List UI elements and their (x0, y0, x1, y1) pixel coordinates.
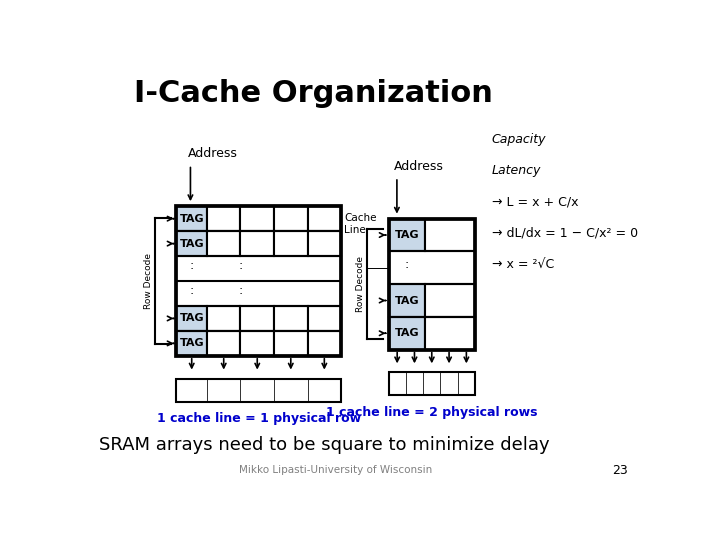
Bar (176, 379, 341, 402)
Bar (207, 206, 240, 231)
Bar (207, 231, 240, 256)
Bar (176, 306, 207, 331)
Bar (307, 231, 341, 256)
Text: TAG: TAG (395, 328, 419, 338)
Bar (240, 231, 274, 256)
Bar (176, 331, 207, 356)
Text: Cache
Line: Cache Line (344, 213, 377, 235)
Bar (307, 331, 341, 356)
Bar (176, 206, 341, 356)
Bar (389, 219, 475, 349)
Text: :: : (189, 259, 194, 272)
Text: → dL/dx = 1 − C/x² = 0: → dL/dx = 1 − C/x² = 0 (492, 227, 638, 240)
Text: Mikko Lipasti-University of Wisconsin: Mikko Lipasti-University of Wisconsin (239, 465, 432, 475)
Bar (389, 284, 425, 317)
Text: :: : (238, 259, 243, 272)
Text: Capacity: Capacity (492, 133, 546, 146)
Bar (389, 317, 425, 349)
Bar (207, 331, 240, 356)
Text: Row Decode: Row Decode (356, 256, 364, 312)
Text: 1 cache line = 2 physical rows: 1 cache line = 2 physical rows (326, 406, 538, 419)
Text: TAG: TAG (179, 339, 204, 348)
Bar (425, 317, 475, 349)
Text: TAG: TAG (395, 230, 419, 240)
Text: TAG: TAG (395, 295, 419, 306)
Bar (425, 219, 475, 252)
Text: :: : (238, 284, 243, 297)
Bar (274, 331, 307, 356)
Text: :: : (405, 258, 409, 271)
Bar (274, 231, 307, 256)
Text: Address: Address (394, 160, 444, 173)
Text: Row Decode: Row Decode (143, 253, 153, 309)
Bar (240, 306, 274, 331)
Text: → L = x + C/x: → L = x + C/x (492, 195, 578, 208)
Bar (307, 206, 341, 231)
Text: Latency: Latency (492, 164, 541, 177)
Bar (176, 231, 207, 256)
Bar (176, 206, 207, 231)
Bar (240, 206, 274, 231)
Text: SRAM arrays need to be square to minimize delay: SRAM arrays need to be square to minimiz… (99, 436, 549, 454)
Bar (389, 373, 475, 395)
Text: TAG: TAG (179, 313, 204, 323)
Text: 23: 23 (612, 464, 628, 477)
Bar (307, 306, 341, 331)
Text: 1 cache line = 1 physical row: 1 cache line = 1 physical row (157, 412, 361, 425)
Text: → x = ²√C: → x = ²√C (492, 258, 554, 271)
Bar (389, 219, 425, 252)
Text: Address: Address (188, 147, 238, 160)
Bar (240, 331, 274, 356)
Text: :: : (189, 284, 194, 297)
Text: I-Cache Organization: I-Cache Organization (134, 79, 492, 109)
Bar (274, 306, 307, 331)
Bar (425, 284, 475, 317)
Text: TAG: TAG (179, 239, 204, 248)
Bar (207, 306, 240, 331)
Bar (274, 206, 307, 231)
Text: TAG: TAG (179, 214, 204, 224)
